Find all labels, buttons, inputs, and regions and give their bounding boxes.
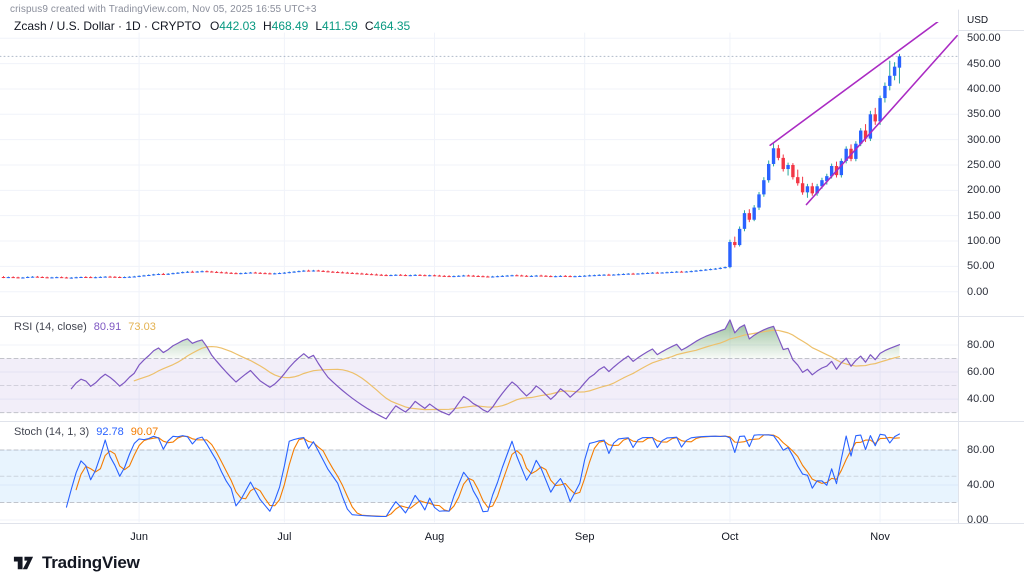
price-tick-label: 150.00: [967, 209, 1001, 222]
rsi-tick-label: 60.00: [967, 366, 995, 379]
symbol-title: Zcash / U.S. Dollar · 1D · CRYPTO: [14, 19, 201, 33]
stoch-tick-label: 40.00: [967, 479, 995, 491]
price-tick-label: 350.00: [967, 108, 1001, 121]
currency-unit-label: USD: [967, 15, 989, 26]
month-label-oct: Oct: [721, 531, 739, 543]
stoch-pane-legend[interactable]: Stoch (14, 1, 3) 92.78 90.07: [14, 426, 158, 438]
open-value: 442.03: [219, 19, 256, 33]
price-tick-label: 450.00: [967, 57, 1001, 70]
price-tick-label: 200.00: [967, 184, 1001, 197]
high-value: 468.49: [271, 19, 309, 33]
price-tick-label: 250.00: [967, 158, 1001, 171]
close-label: C: [364, 19, 374, 33]
tradingview-logo-icon: [13, 556, 34, 570]
open-label: O: [209, 19, 220, 33]
low-value: 411.59: [322, 19, 358, 33]
time-axis[interactable]: Jun Jul Aug Sep Oct Nov: [0, 524, 958, 550]
month-label-aug: Aug: [424, 531, 445, 543]
close-value: 464.35: [373, 19, 411, 33]
rsi-tick-label: 40.00: [967, 393, 995, 406]
rsi-indicator-label: RSI (14, close): [14, 321, 87, 333]
month-label-sep: Sep: [574, 531, 595, 543]
low-label: L: [315, 19, 323, 33]
stoch-k-value: 92.78: [96, 426, 124, 438]
stoch-indicator-label: Stoch (14, 1, 3): [14, 426, 90, 438]
symbol-header[interactable]: Zcash / U.S. Dollar · 1D · CRYPTO O 442.0…: [14, 19, 410, 33]
price-tick-label: 400.00: [967, 82, 1001, 95]
month-label-nov: Nov: [870, 531, 890, 543]
rsi-pane-legend[interactable]: RSI (14, close) 80.91 73.03: [14, 321, 156, 333]
price-tick-label: 50.00: [967, 260, 995, 273]
month-label-jul: Jul: [277, 531, 292, 543]
rsi-tick-label: 80.00: [967, 339, 995, 351]
price-tick-label: 500.00: [967, 32, 1001, 45]
rsi-ma-value: 73.03: [128, 321, 156, 333]
price-tick-label: 300.00: [967, 133, 1001, 146]
price-tick-label: 0.00: [967, 285, 989, 298]
ohlc-values: O 442.03 H 468.49 L 411.59 C 464.35: [210, 19, 410, 33]
rsi-value: 80.91: [93, 321, 122, 333]
month-label-jun: Jun: [130, 531, 148, 543]
price-axis[interactable]: USD 500.00 450.00 400.00 350.00 300.00 250.00…: [958, 0, 1024, 526]
attribution-text: crispus9 created with TradingView.com, N…: [10, 4, 317, 15]
tradingview-logo[interactable]: TradingView: [12, 551, 140, 574]
stoch-tick-label: 0.00: [967, 514, 989, 526]
tradingview-logo-text: TradingView: [42, 552, 140, 572]
stoch-d-value: 90.07: [130, 426, 159, 438]
price-tick-label: 100.00: [967, 235, 1001, 248]
high-label: H: [262, 19, 272, 33]
stoch-tick-label: 80.00: [967, 444, 995, 456]
